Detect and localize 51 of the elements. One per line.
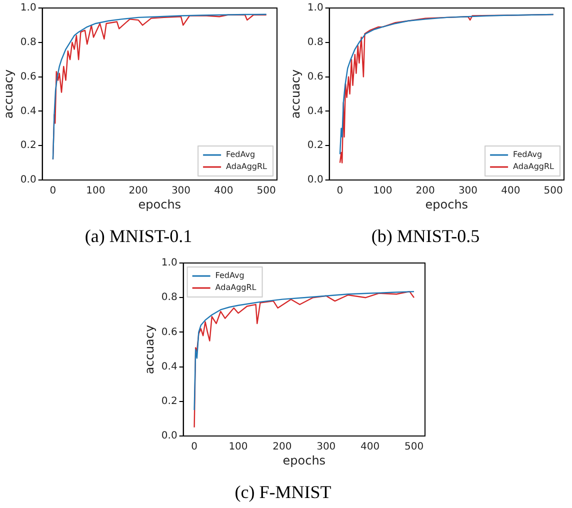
- y-tick-label: 1.0: [161, 258, 178, 269]
- y-tick-label: 0.6: [20, 71, 36, 82]
- x-tick-label: 100: [373, 186, 392, 197]
- x-tick-label: 100: [228, 442, 248, 453]
- text: (a) MNIST-0.1: [84, 226, 192, 246]
- text: (b) MNIST-0.5: [371, 226, 480, 246]
- y-tick-label: 0.2: [20, 140, 36, 152]
- legend-label: AdaAggRL: [513, 162, 555, 172]
- x-axis-title: epochs: [425, 197, 468, 212]
- x-tick-label: 0: [336, 186, 344, 197]
- x-tick-label: 0: [50, 186, 56, 197]
- x-axis-title: epochs: [282, 453, 326, 468]
- x-tick-label: 500: [544, 186, 563, 197]
- legend-label: AdaAggRL: [215, 283, 257, 292]
- x-axis-title: epochs: [138, 197, 182, 212]
- y-tick-label: 0.4: [20, 106, 36, 117]
- x-tick-label: 400: [501, 186, 520, 197]
- x-tick-label: 500: [256, 186, 276, 197]
- y-tick-label: 0.0: [161, 430, 178, 442]
- x-tick-label: 300: [458, 186, 478, 197]
- y-tick-label: 0.8: [307, 36, 324, 48]
- x-tick-label: 200: [128, 186, 148, 197]
- y-axis-title: accuacy: [1, 69, 16, 119]
- x-tick-label: 500: [404, 442, 424, 453]
- legend-label: AdaAggRL: [226, 162, 268, 172]
- legend-label: FedAvg: [215, 271, 244, 280]
- text: (c) F-MNIST: [234, 482, 332, 502]
- x-tick-label: 100: [86, 186, 106, 197]
- y-tick-label: 0.0: [307, 174, 324, 186]
- x-tick-label: 300: [316, 442, 336, 453]
- x-tick-label: 400: [360, 442, 380, 453]
- x-tick-label: 300: [171, 186, 191, 197]
- x-tick-label: 200: [272, 442, 292, 453]
- x-tick-label: 400: [214, 186, 234, 197]
- y-tick-label: 0.6: [161, 326, 178, 338]
- x-tick-label: 200: [416, 186, 435, 197]
- y-tick-label: 0.6: [307, 71, 324, 82]
- y-tick-label: 0.4: [307, 106, 324, 117]
- y-tick-label: 1.0: [307, 2, 324, 14]
- y-tick-label: 0.2: [161, 396, 178, 407]
- x-tick-label: 0: [191, 442, 198, 453]
- y-tick-label: 0.0: [20, 174, 36, 186]
- legend-label: FedAvg: [226, 150, 256, 160]
- y-tick-label: 0.8: [20, 36, 36, 48]
- y-tick-label: 1.0: [20, 2, 36, 14]
- legend-label: FedAvg: [513, 150, 542, 160]
- y-tick-label: 0.4: [161, 361, 178, 372]
- y-axis-title: accuacy: [288, 69, 302, 119]
- y-tick-label: 0.8: [161, 292, 178, 304]
- y-axis-title: accuacy: [142, 324, 156, 374]
- y-tick-label: 0.2: [307, 140, 324, 152]
